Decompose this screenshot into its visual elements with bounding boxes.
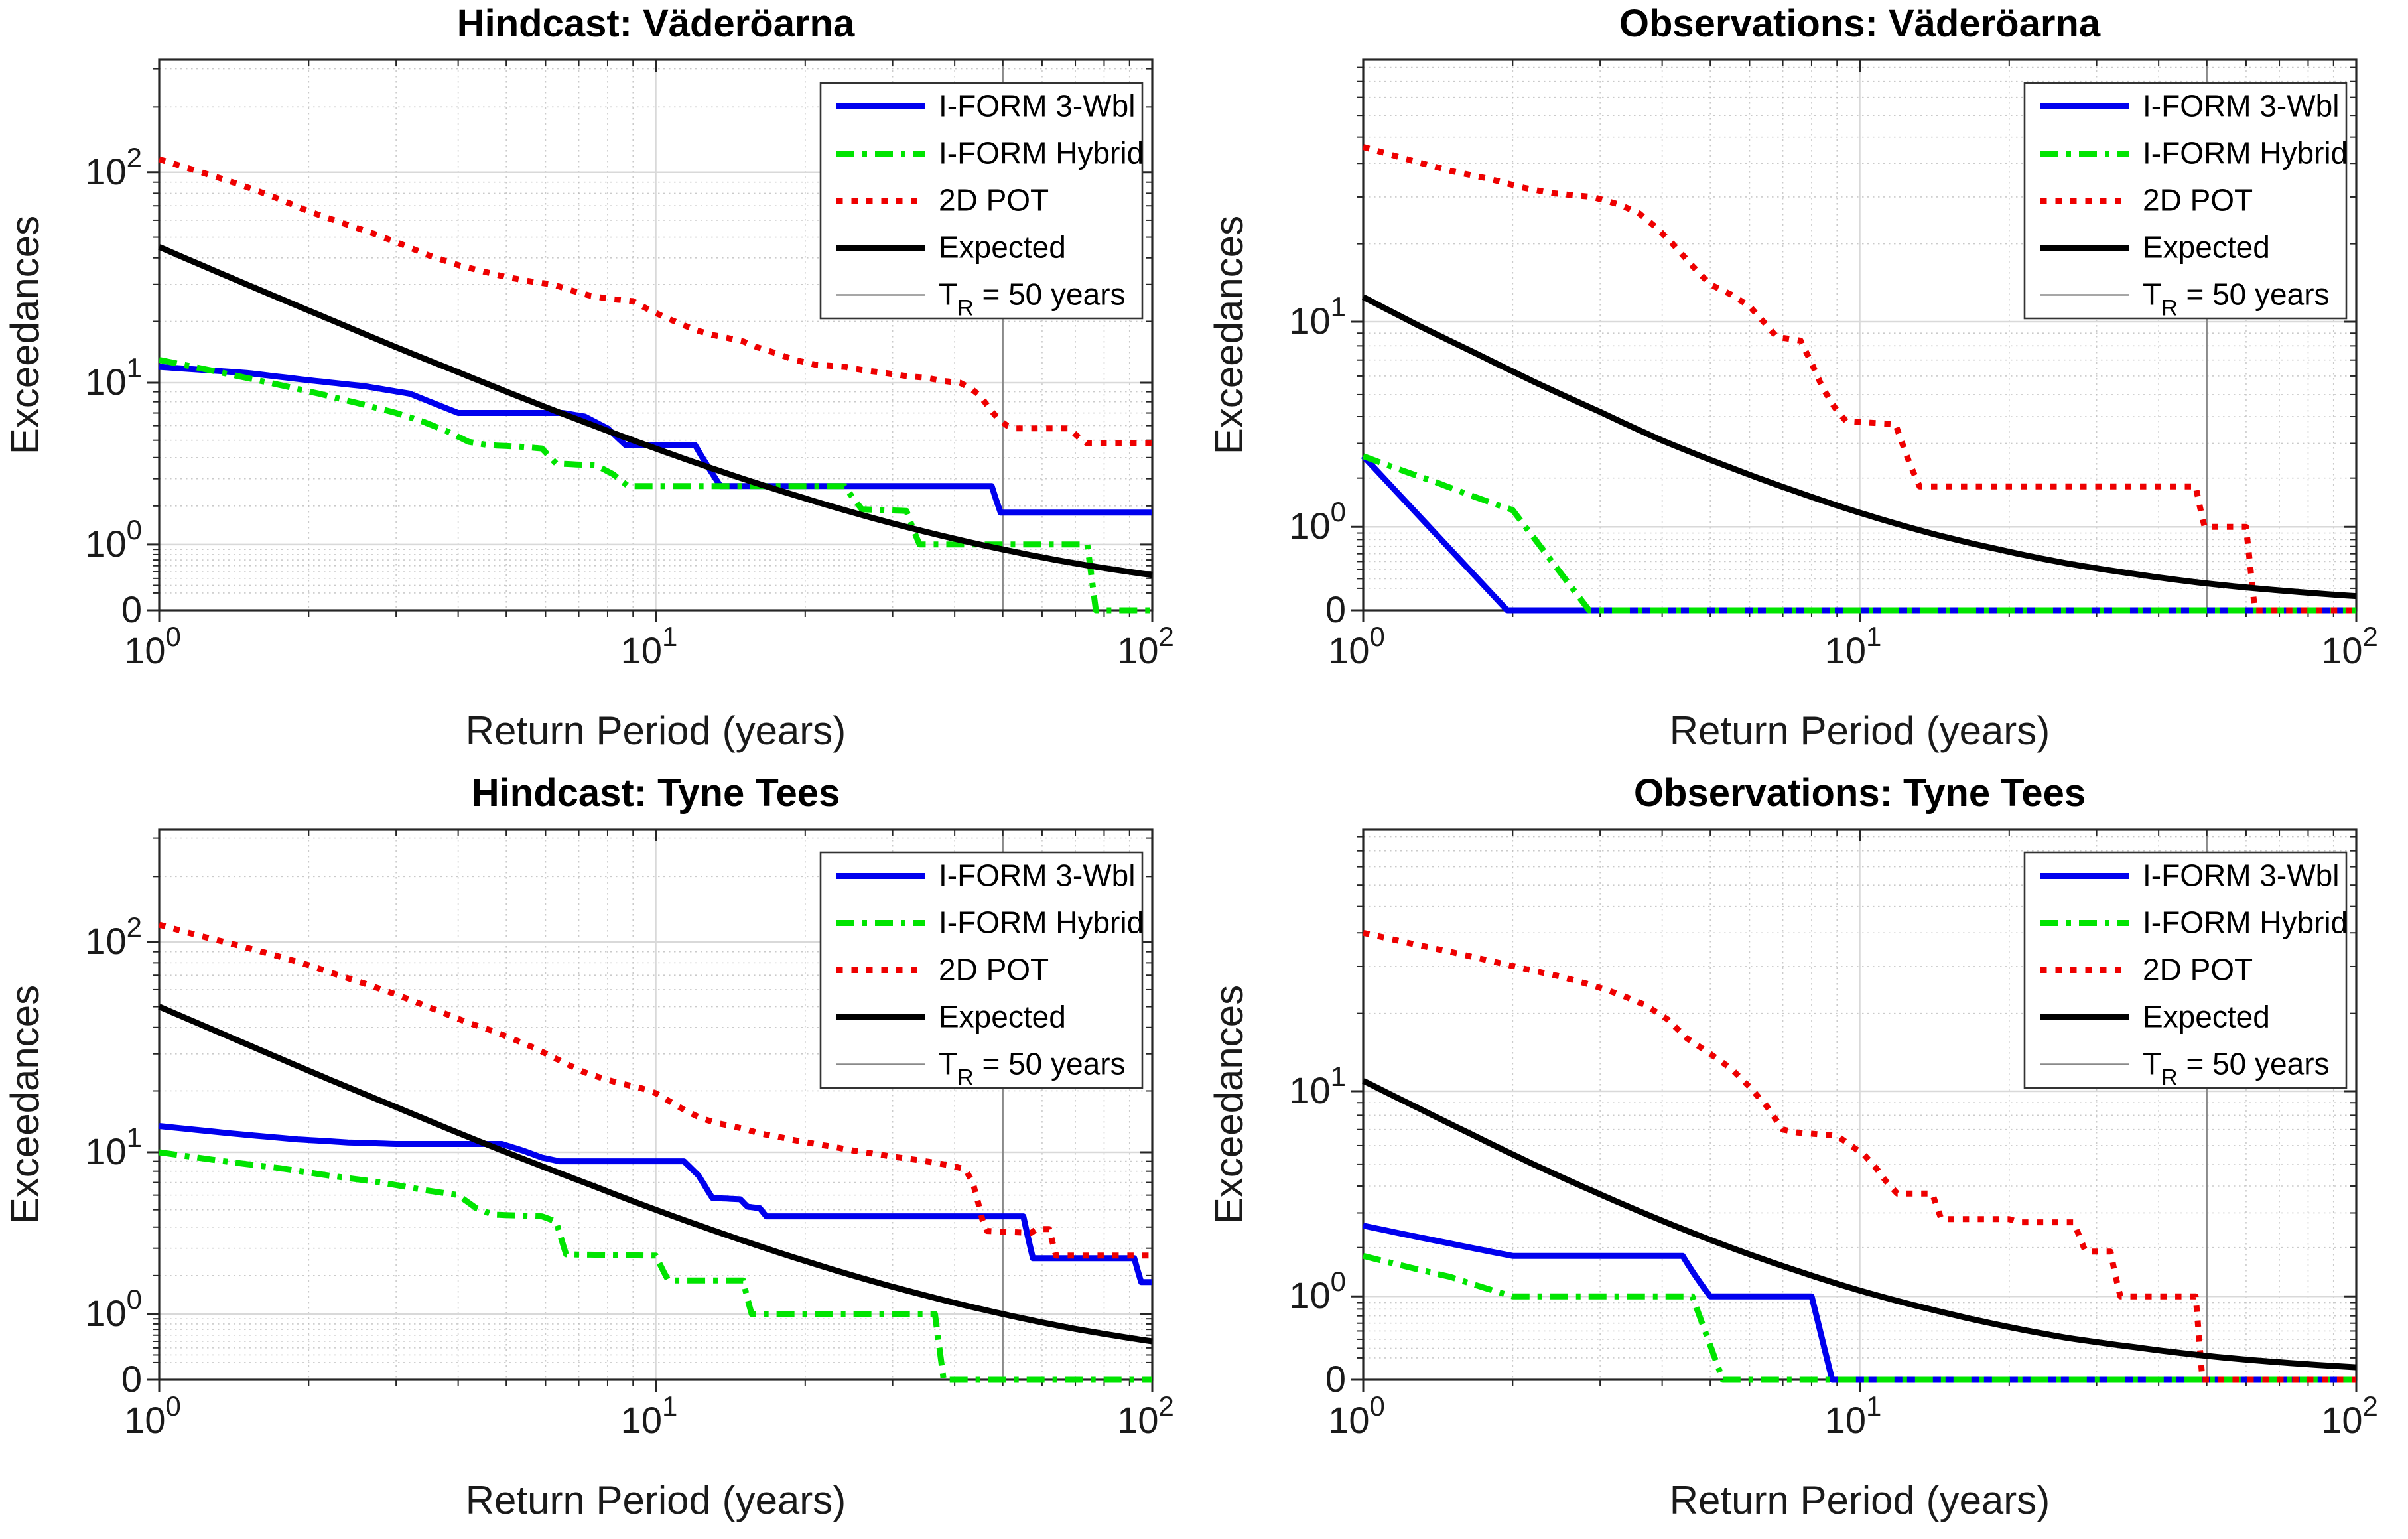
legend-label-0: I-FORM 3-Wbl (939, 858, 1135, 893)
legend-label-2: 2D POT (2143, 953, 2253, 987)
series-i-form-3-wbl (159, 364, 1152, 516)
subplot-title: Observations: Tyne Tees (1634, 771, 2086, 815)
subplot-observations-vaderoarna: I-FORM 3-Wbl I-FORM Hybrid 2D POT Expected T… (1204, 0, 2408, 770)
legend-label-2: 2D POT (939, 953, 1049, 987)
subplot-title: Observations: Väderöarna (1619, 2, 2101, 45)
legend-box (2023, 851, 2348, 1089)
hindcast-vaderoarna-canvas: I-FORM 3-Wbl I-FORM Hybrid 2D POT Expected T… (3, 2, 1174, 753)
x-tick-label: 101 (621, 621, 678, 671)
y-tick-label: 101 (1289, 1061, 1346, 1111)
x-tick-label: 100 (1328, 1390, 1385, 1441)
axes (147, 58, 1154, 622)
observations-tyne-tees-canvas: I-FORM 3-Wbl I-FORM Hybrid 2D POT Expected T… (1207, 771, 2378, 1522)
x-tick-label: 102 (2321, 621, 2378, 671)
x-axis-label: Return Period (years) (466, 708, 846, 753)
subplot-title: Hindcast: Tyne Tees (472, 771, 840, 815)
series-expected (1361, 294, 2357, 600)
y-tick-label: 0 (121, 588, 142, 630)
legend: I-FORM 3-Wbl I-FORM Hybrid 2D POT Expected T… (819, 851, 1144, 1091)
series-2d-pot (158, 156, 1152, 446)
subplot-hindcast-tyne-tees: I-FORM 3-Wbl I-FORM Hybrid 2D POT Expected T… (0, 770, 1204, 1539)
series-2d-pot (1362, 929, 2356, 1383)
x-tick-label: 100 (124, 621, 181, 671)
x-tick-label: 101 (1825, 621, 1882, 671)
series-i-form-hybrid (159, 1149, 1152, 1383)
y-tick-label: 0 (1325, 588, 1346, 630)
x-tick-label: 102 (2321, 1390, 2378, 1441)
x-tick-label: 101 (621, 1390, 678, 1441)
legend-label-0: I-FORM 3-Wbl (2143, 89, 2339, 123)
series-expected (158, 1004, 1153, 1345)
legend-label-1: I-FORM Hybrid (939, 136, 1144, 170)
legend-label-4: TR = 50 years (2143, 1047, 2330, 1091)
series-i-form-hybrid (159, 357, 1152, 614)
x-tick-label: 100 (124, 1390, 181, 1441)
y-tick-label: 0 (1325, 1358, 1346, 1400)
y-tick-label: 100 (85, 514, 142, 565)
legend-label-1: I-FORM Hybrid (939, 905, 1144, 940)
legend-label-3: Expected (2143, 230, 2270, 265)
y-axis-label: Exceedances (3, 985, 47, 1224)
y-tick-label: 101 (1289, 291, 1346, 342)
series-expected (1362, 1078, 2357, 1371)
y-tick-label: 100 (1289, 496, 1346, 547)
subplot-observations-tyne-tees: I-FORM 3-Wbl I-FORM Hybrid 2D POT Expected T… (1204, 770, 2408, 1539)
x-tick-label: 101 (1825, 1390, 1882, 1441)
y-tick-label: 0 (121, 1358, 142, 1400)
series-2d-pot (158, 921, 1152, 1259)
x-tick-label: 102 (1117, 1390, 1174, 1441)
y-tick-label: 100 (1289, 1266, 1346, 1316)
series-i-form-hybrid (1362, 1252, 2356, 1383)
legend-label-0: I-FORM 3-Wbl (939, 89, 1135, 123)
legend-box (819, 851, 1144, 1089)
legend: I-FORM 3-Wbl I-FORM Hybrid 2D POT Expected T… (2023, 851, 2348, 1091)
y-tick-label: 101 (85, 352, 142, 403)
series-expected (158, 244, 1153, 578)
legend-label-2: 2D POT (2143, 183, 2253, 218)
y-axis-label: Exceedances (1207, 985, 1251, 1224)
x-axis-label: Return Period (years) (466, 1478, 846, 1522)
x-tick-label: 100 (1328, 621, 1385, 671)
legend-box (2023, 82, 2348, 320)
y-tick-label: 102 (85, 911, 142, 962)
legend-label-3: Expected (939, 1000, 1066, 1034)
x-tick-label: 102 (1117, 621, 1174, 671)
legend-label-1: I-FORM Hybrid (2143, 905, 2348, 940)
series-i-form-3-wbl (1361, 454, 2356, 614)
legend-label-2: 2D POT (939, 183, 1049, 218)
subplot-title: Hindcast: Väderöarna (457, 2, 855, 45)
series-i-form-3-wbl (1363, 1223, 2356, 1383)
legend-label-4: TR = 50 years (939, 1047, 1126, 1091)
legend-label-3: Expected (939, 230, 1066, 265)
y-axis-label: Exceedances (3, 216, 47, 454)
y-tick-label: 100 (85, 1284, 142, 1334)
series-i-form-3-wbl (159, 1123, 1154, 1286)
observations-vaderoarna-canvas: I-FORM 3-Wbl I-FORM Hybrid 2D POT Expected T… (1207, 2, 2378, 753)
series-2d-pot (1362, 144, 2356, 614)
series-i-form-hybrid (1362, 453, 2356, 614)
legend-label-3: Expected (2143, 1000, 2270, 1034)
legend-label-0: I-FORM 3-Wbl (2143, 858, 2339, 893)
y-axis-label: Exceedances (1207, 216, 1251, 454)
legend-label-1: I-FORM Hybrid (2143, 136, 2348, 170)
x-axis-label: Return Period (years) (1670, 1478, 2050, 1522)
legend-label-4: TR = 50 years (2143, 277, 2330, 321)
legend-box (819, 82, 1144, 320)
x-axis-label: Return Period (years) (1670, 708, 2050, 753)
legend: I-FORM 3-Wbl I-FORM Hybrid 2D POT Expected T… (819, 82, 1144, 321)
hindcast-tyne-tees-canvas: I-FORM 3-Wbl I-FORM Hybrid 2D POT Expected T… (3, 771, 1174, 1522)
y-tick-label: 101 (85, 1122, 142, 1172)
y-tick-label: 102 (85, 142, 142, 192)
legend-label-4: TR = 50 years (939, 277, 1126, 321)
legend: I-FORM 3-Wbl I-FORM Hybrid 2D POT Expected T… (2023, 82, 2348, 321)
subplot-hindcast-vaderoarna: I-FORM 3-Wbl I-FORM Hybrid 2D POT Expected T… (0, 0, 1204, 770)
